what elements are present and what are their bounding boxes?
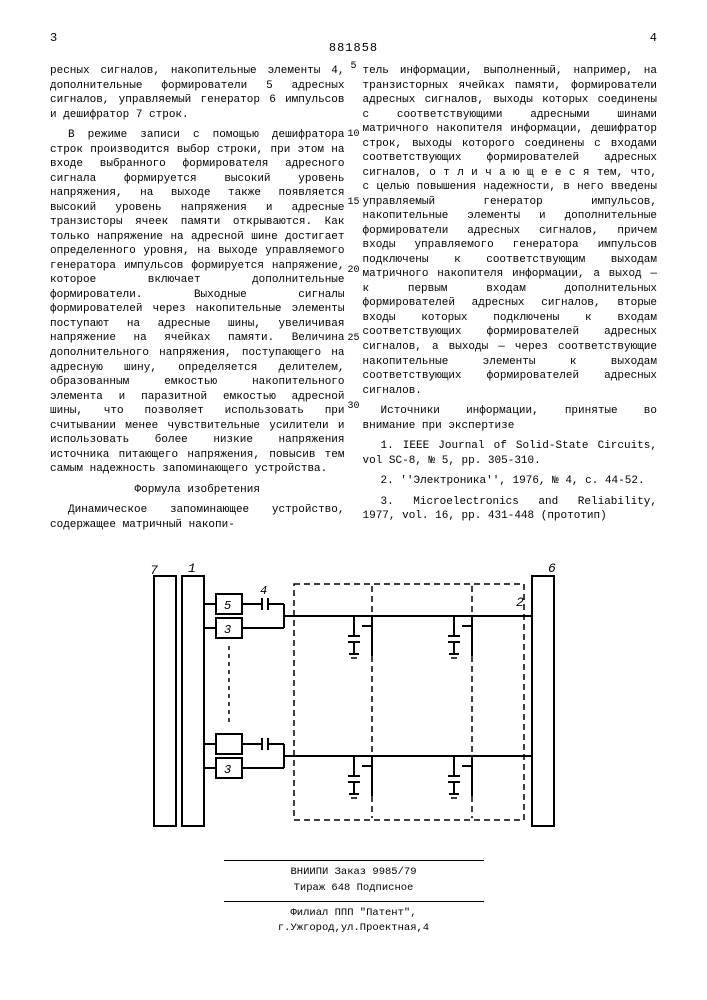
page-number-left: 3 (50, 30, 57, 46)
memory-cell (348, 616, 372, 658)
para: В режиме записи с помощью дешифратора ст… (50, 128, 345, 476)
label-3a: 3 (224, 623, 231, 637)
label-6: 6 (548, 561, 556, 576)
line-mark: 5 (344, 62, 364, 72)
memory-cell (448, 756, 472, 798)
line-mark: 30 (344, 402, 364, 412)
page-number-right: 4 (650, 30, 657, 46)
label-7: 7 (150, 563, 158, 578)
line-mark: 20 (344, 266, 364, 276)
formula-title: Формула изобретения (50, 483, 345, 498)
para: Динамическое запоминающее устройство, со… (50, 503, 345, 532)
circuit-diagram: 7 1 6 2 5 3 4 (144, 556, 564, 846)
label-2: 2 (516, 595, 524, 610)
source-ref: 1. IEEE Journal of Solid-State Circuits,… (363, 439, 658, 468)
memory-cell (348, 756, 372, 798)
sources-title: Источники информации, принятые во вниман… (363, 404, 658, 433)
para: тель информации, выполненный, например, … (363, 64, 658, 398)
label-3b: 3 (224, 763, 231, 777)
source-ref: 2. ''Электроника'', 1976, № 4, с. 44-52. (363, 474, 658, 489)
footer-line: Филиал ППП "Патент", (50, 906, 657, 922)
line-mark: 10 (344, 130, 364, 140)
right-column: тель информации, выполненный, например, … (363, 64, 658, 538)
memory-cell (448, 616, 472, 658)
line-mark: 25 (344, 334, 364, 344)
footer: ВНИИПИ Заказ 9985/79 Тираж 648 Подписное… (50, 860, 657, 937)
footer-line: ВНИИПИ Заказ 9985/79 (50, 865, 657, 881)
left-column: ресных сигналов, накопительные элементы … (50, 64, 345, 538)
footer-line: Тираж 648 Подписное (50, 881, 657, 897)
para: ресных сигналов, накопительные элементы … (50, 64, 345, 122)
label-4: 4 (260, 584, 267, 598)
source-ref: 3. Microelectronics and Reliability, 197… (363, 495, 658, 524)
line-mark: 15 (344, 198, 364, 208)
line-number-gutter: 5 10 15 20 25 30 (344, 62, 364, 470)
footer-line: г.Ужгород,ул.Проектная,4 (50, 921, 657, 937)
label-5: 5 (224, 599, 231, 613)
label-1: 1 (188, 561, 196, 576)
